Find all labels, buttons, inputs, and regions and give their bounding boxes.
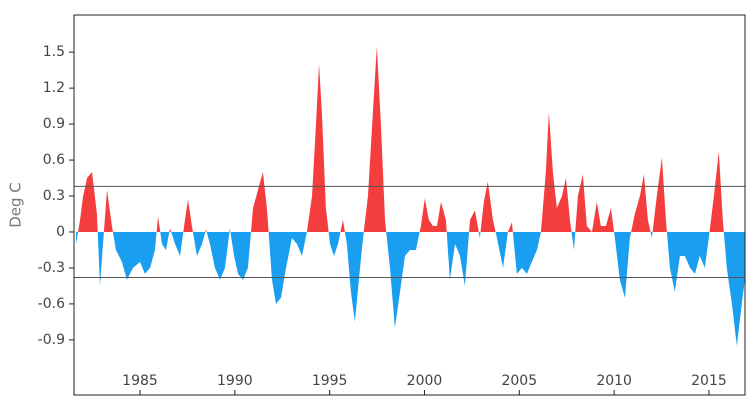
x-tick-label: 2015 [691, 373, 727, 389]
x-tick-label: 2005 [501, 373, 537, 389]
y-tick-label: -0.6 [38, 296, 65, 312]
y-axis-label: Deg C [7, 182, 25, 228]
y-tick-label: -0.9 [38, 332, 65, 348]
x-tick-label: 1985 [122, 373, 158, 389]
y-tick-label: 0.3 [43, 188, 65, 204]
y-tick-label: 1.2 [43, 80, 65, 96]
y-tick-label: 1.5 [43, 44, 65, 60]
y-tick-label: 0.9 [43, 116, 65, 132]
x-tick-label: 1990 [217, 373, 253, 389]
x-tick-label: 1995 [312, 373, 348, 389]
y-tick-label: -0.3 [38, 260, 65, 276]
x-tick-label: 2000 [407, 373, 443, 389]
x-tick-label: 2010 [596, 373, 632, 389]
y-tick-label: 0.6 [43, 152, 65, 168]
negative-area [76, 231, 745, 346]
positive-area [78, 46, 724, 232]
plot-frame [73, 14, 746, 396]
y-tick-label: 0 [56, 224, 65, 240]
